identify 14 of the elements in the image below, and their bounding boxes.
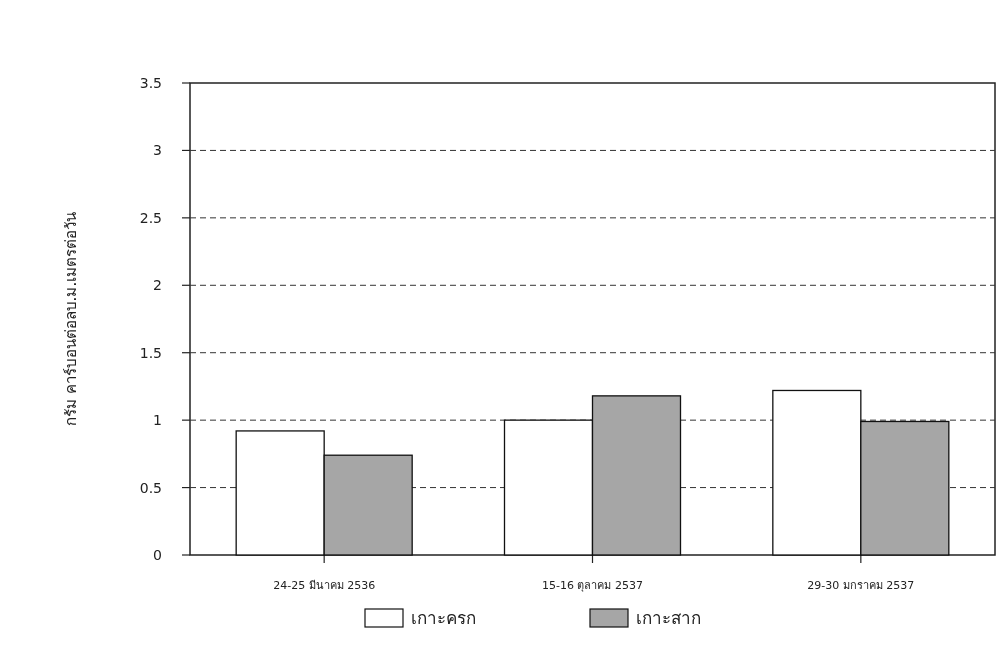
y-tick-label: 0.5: [139, 479, 162, 496]
y-tick-label: 3: [153, 142, 162, 159]
x-tick-label: 24-25 มีนาคม 2536: [273, 579, 376, 592]
y-tick-label: 0: [153, 547, 162, 563]
legend-label: เกาะครก: [411, 608, 476, 628]
y-tick-label: 2: [153, 277, 162, 294]
x-tick-label: 29-30 มกราคม 2537: [807, 579, 915, 592]
y-tick-label: 1: [153, 412, 162, 429]
legend-label: เกาะสาก: [636, 608, 701, 628]
y-axis-title: กรัม คาร์บอนต่อลบ.ม.เมตรต่อวัน: [62, 211, 80, 427]
x-tick-label: 15-16 ตุลาคม 2537: [542, 579, 643, 592]
y-tick-label: 3.5: [139, 75, 162, 91]
y-tick-label: 1.5: [139, 344, 162, 361]
y-tick-label: 2.5: [139, 209, 162, 226]
